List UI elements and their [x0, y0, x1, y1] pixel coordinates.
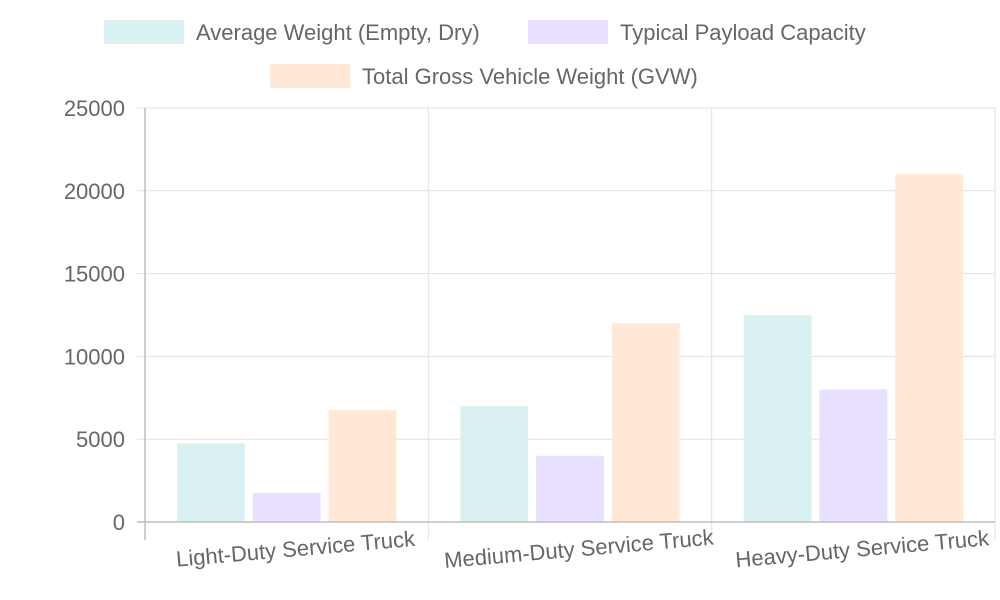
- bar-2-3[interactable]: [819, 389, 888, 522]
- bar-1-3[interactable]: [743, 315, 812, 522]
- legend: Average Weight (Empty, Dry) Typical Paylo…: [104, 20, 866, 89]
- y-tick-label: 20000: [64, 179, 125, 204]
- axes: [137, 108, 995, 540]
- bar-2-2[interactable]: [536, 455, 604, 522]
- y-tick-label: 15000: [64, 262, 125, 287]
- legend-label-3[interactable]: Total Gross Vehicle Weight (GVW): [362, 64, 698, 89]
- y-axis-ticks: 0 5000 10000 15000 20000 25000: [64, 96, 125, 535]
- x-category-label: Light-Duty Service Truck: [175, 526, 417, 572]
- bar-1-2[interactable]: [460, 406, 529, 522]
- y-tick-label: 5000: [76, 427, 125, 452]
- legend-swatch-2[interactable]: [528, 20, 608, 44]
- x-category-label: Heavy-Duty Service Truck: [734, 525, 990, 572]
- bar-3-2[interactable]: [611, 323, 680, 522]
- legend-label-2[interactable]: Typical Payload Capacity: [620, 20, 866, 45]
- bar-3-3[interactable]: [895, 174, 963, 523]
- bars: [177, 174, 963, 523]
- y-tick-label: 25000: [64, 96, 125, 121]
- bar-3-1[interactable]: [328, 410, 397, 522]
- bar-2-1[interactable]: [252, 493, 321, 522]
- y-tick-label: 0: [113, 510, 125, 535]
- legend-label-1[interactable]: Average Weight (Empty, Dry): [196, 20, 480, 45]
- legend-swatch-1[interactable]: [104, 20, 184, 44]
- bar-1-1[interactable]: [177, 443, 245, 522]
- legend-swatch-3[interactable]: [270, 64, 350, 88]
- y-tick-label: 10000: [64, 344, 125, 369]
- x-axis-labels: Light-Duty Service Truck Medium-Duty Serv…: [175, 524, 991, 573]
- x-category-label: Medium-Duty Service Truck: [443, 524, 715, 573]
